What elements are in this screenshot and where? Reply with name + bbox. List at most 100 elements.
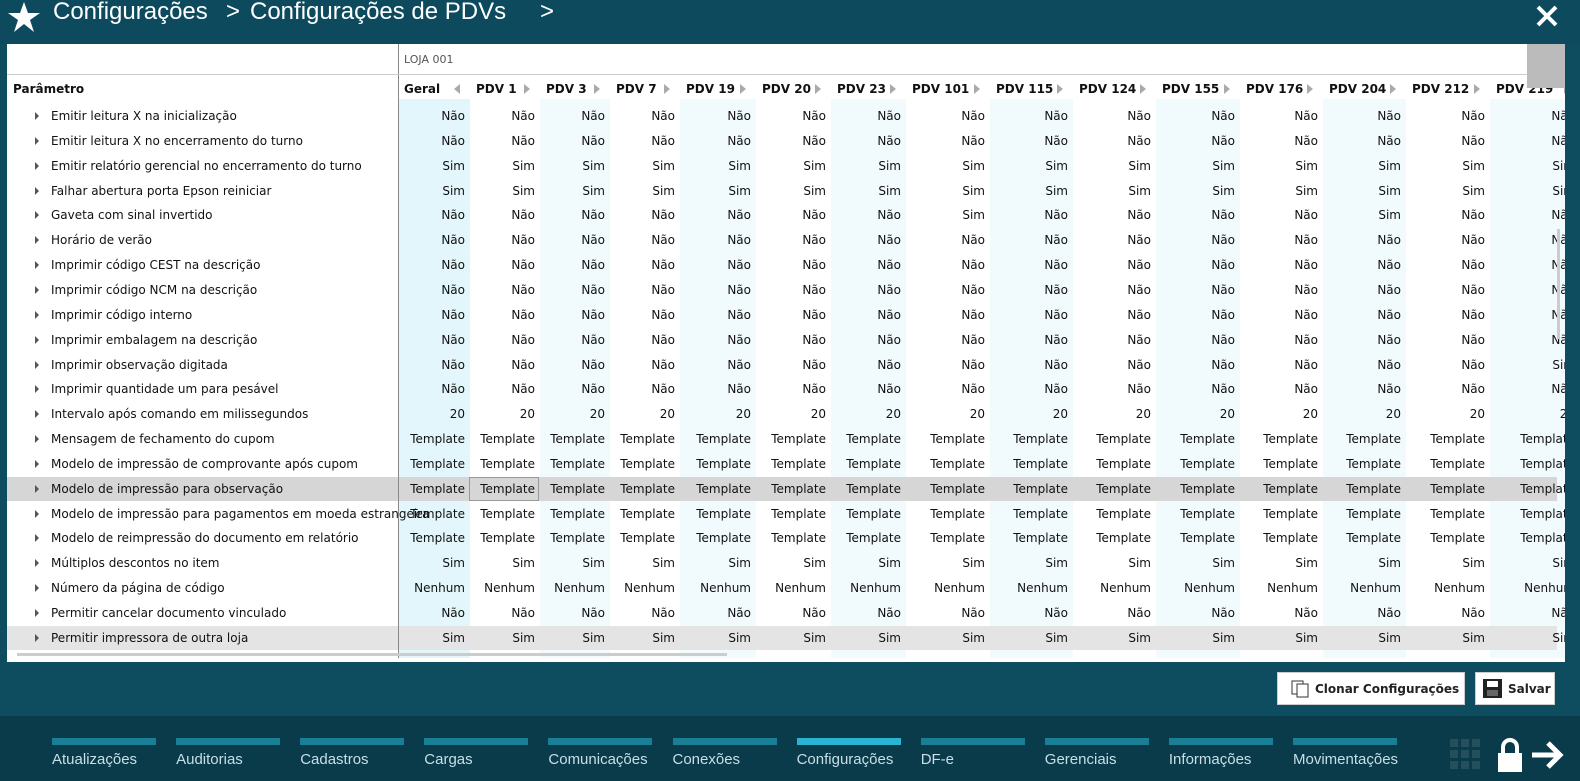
column-header[interactable]: PDV 176 xyxy=(1246,82,1304,96)
grid-icon[interactable] xyxy=(1450,739,1482,771)
cell-value[interactable]: Nenhum xyxy=(1017,581,1068,596)
cell-value[interactable]: Não xyxy=(1211,606,1235,620)
cell-value[interactable]: Template xyxy=(930,531,985,546)
cell-value[interactable]: Não xyxy=(441,382,465,397)
cell-value[interactable]: Sim xyxy=(878,630,901,645)
sort-arrow[interactable] xyxy=(1390,84,1396,94)
cell-value[interactable]: Não xyxy=(961,282,985,297)
cell-value[interactable]: Não xyxy=(441,307,465,322)
cell-value[interactable]: Não xyxy=(1377,332,1401,347)
cell-value[interactable]: 20 xyxy=(1469,407,1485,422)
expand-arrow[interactable] xyxy=(35,435,39,444)
column-header[interactable]: PDV 3 xyxy=(546,82,587,96)
cell-value[interactable]: Não xyxy=(511,332,535,347)
cell-value[interactable]: Não xyxy=(511,233,535,248)
param-label[interactable]: Número da página de código xyxy=(51,581,225,596)
cell-value[interactable]: Sim xyxy=(442,630,465,645)
cell-value[interactable]: Não xyxy=(961,382,985,397)
column-header[interactable]: Geral xyxy=(404,82,441,96)
cell-value[interactable]: Não xyxy=(1211,382,1235,397)
cell-value[interactable]: Não xyxy=(877,282,901,297)
cell-value[interactable]: Template xyxy=(620,481,675,496)
cell-value[interactable]: Sim xyxy=(652,158,675,173)
cell-value[interactable]: Sim xyxy=(1378,183,1401,198)
expand-arrow[interactable] xyxy=(35,186,39,195)
cell-value[interactable]: Template xyxy=(930,456,985,471)
cell-value[interactable]: Não xyxy=(961,307,985,322)
cell-value[interactable]: Template xyxy=(930,481,985,496)
param-label[interactable]: Permitir cancelar documento vinculado xyxy=(51,606,287,620)
param-label[interactable]: Imprimir código CEST na descrição xyxy=(51,258,261,273)
cell-value[interactable]: Nenhum xyxy=(484,581,535,596)
expand-arrow[interactable] xyxy=(35,310,39,319)
cell-value[interactable]: Não xyxy=(1377,357,1401,372)
cell-value[interactable]: Sim xyxy=(1462,556,1485,571)
cell-value[interactable]: Não xyxy=(651,109,675,123)
cell-value[interactable]: Template xyxy=(1346,531,1401,546)
cell-value[interactable]: 20 xyxy=(885,407,901,422)
cell-value[interactable]: Não xyxy=(727,332,751,347)
cell-value[interactable]: Não xyxy=(727,282,751,297)
cell-value[interactable]: Não xyxy=(1127,307,1151,322)
cell-value[interactable]: Sim xyxy=(803,630,826,645)
column-header[interactable]: PDV 19 xyxy=(686,82,735,96)
cell-value[interactable]: Template xyxy=(480,506,535,521)
cell-value[interactable]: Nenhum xyxy=(1524,581,1565,596)
cell-value[interactable]: Template xyxy=(1096,456,1151,471)
cell-value[interactable]: Template xyxy=(1430,481,1485,496)
cell-value[interactable]: Não xyxy=(961,233,985,248)
cell-value[interactable]: Template xyxy=(1346,506,1401,521)
cell-value[interactable]: Sim xyxy=(652,630,675,645)
cell-value[interactable]: Sim xyxy=(652,183,675,198)
cell-value[interactable]: Não xyxy=(1294,307,1318,322)
cell-value[interactable]: Template xyxy=(550,531,605,546)
cell-value[interactable]: Template xyxy=(550,456,605,471)
cell-value[interactable]: Não xyxy=(441,282,465,297)
cell-value[interactable]: Não xyxy=(651,133,675,148)
param-label[interactable]: Emitir leitura X no encerramento do turn… xyxy=(51,133,303,148)
cell-value[interactable]: Não xyxy=(1490,303,1565,327)
cell-value[interactable]: 20 xyxy=(1052,407,1068,422)
cell-value[interactable]: Não xyxy=(1294,233,1318,248)
cell-value[interactable]: Não xyxy=(1461,606,1485,620)
cell-value[interactable]: Não xyxy=(1377,382,1401,397)
cell-value[interactable]: Não xyxy=(1294,258,1318,273)
cell-value[interactable]: 20 xyxy=(1559,407,1565,422)
cell-value[interactable]: Não xyxy=(581,258,605,273)
expand-arrow[interactable] xyxy=(35,534,39,543)
cell-value[interactable]: Template xyxy=(1180,531,1235,546)
cell-value[interactable]: Não xyxy=(1211,109,1235,123)
nav-tab[interactable]: Comunicações xyxy=(548,751,648,768)
param-label[interactable]: Modelo de impressão para observação xyxy=(51,481,284,496)
exit-arrow[interactable] xyxy=(1530,740,1564,770)
cell-value[interactable]: Sim xyxy=(728,183,751,198)
sort-arrow[interactable] xyxy=(1474,84,1480,94)
cell-value[interactable]: Template xyxy=(620,531,675,546)
cell-value[interactable]: Não xyxy=(1044,258,1068,273)
cell-value[interactable]: Sim xyxy=(1462,183,1485,198)
param-label[interactable]: Intervalo após comando em milissegundos xyxy=(51,407,309,422)
cell-value[interactable]: Template xyxy=(620,432,675,447)
cell-value[interactable]: Template xyxy=(696,481,751,496)
param-label[interactable]: Imprimir código interno xyxy=(51,307,193,322)
cell-value[interactable]: Sim xyxy=(962,630,985,645)
cell-value[interactable]: Template xyxy=(480,432,535,447)
cell-value[interactable]: Template xyxy=(771,506,826,521)
cell-value[interactable]: Nenhum xyxy=(554,581,605,596)
cell-value[interactable]: Sim xyxy=(728,158,751,173)
column-header[interactable]: PDV 7 xyxy=(616,82,657,96)
cell-value[interactable]: Sim xyxy=(1552,556,1565,571)
cell-value[interactable]: Sim xyxy=(582,630,605,645)
cell-value[interactable]: Template xyxy=(1520,531,1565,546)
cell-value[interactable]: Não xyxy=(651,282,675,297)
cell-value[interactable]: Não xyxy=(1044,282,1068,297)
cell-value[interactable]: Não xyxy=(1044,606,1068,620)
cell-value[interactable]: Sim xyxy=(962,208,985,223)
cell-value[interactable]: Template xyxy=(1263,531,1318,546)
cell-value[interactable]: Não xyxy=(727,258,751,273)
cell-value[interactable]: Template xyxy=(696,531,751,546)
cell-value[interactable]: Template xyxy=(1520,481,1565,496)
cell-value[interactable]: Não xyxy=(651,307,675,322)
cell-value[interactable]: Não xyxy=(441,133,465,148)
clone-button[interactable]: Clonar Configurações xyxy=(1277,672,1465,705)
